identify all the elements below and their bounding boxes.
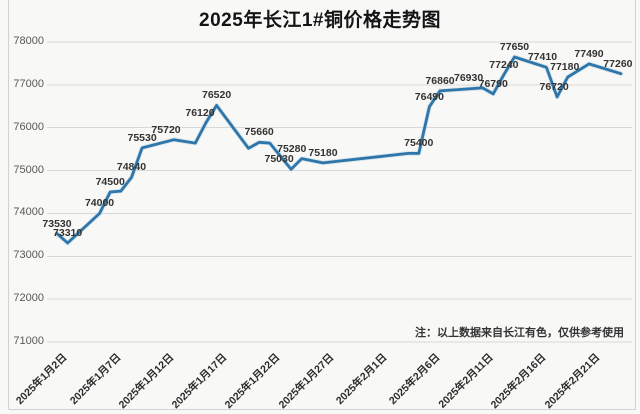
data-point-label: 77410 <box>527 51 558 64</box>
price-line <box>55 55 623 245</box>
data-point-label: 74840 <box>116 161 147 174</box>
y-axis-tick-label: 75000 <box>13 163 44 176</box>
data-point-label: 75280 <box>277 142 307 155</box>
data-point-label: 77180 <box>550 61 580 74</box>
y-axis-tick-label: 78000 <box>13 35 44 47</box>
data-point-label: 76120 <box>185 106 215 119</box>
data-point-label: 76860 <box>425 74 455 87</box>
data-point-label: 77650 <box>499 41 530 53</box>
data-point-label: 77490 <box>574 47 604 60</box>
data-point-label: 74000 <box>84 197 115 210</box>
data-point-label: 75720 <box>151 123 181 136</box>
data-point-label: 76930 <box>453 71 484 84</box>
data-point-label: 77240 <box>489 58 519 71</box>
data-point-label: 76790 <box>478 77 508 90</box>
data-point-label: 75530 <box>127 131 157 144</box>
data-point-label: 75180 <box>308 146 338 159</box>
y-axis-tick-label: 76000 <box>13 120 44 133</box>
data-point-label: 77260 <box>603 57 633 70</box>
data-point-label: 76490 <box>414 90 444 103</box>
data-point-label: 73530 <box>42 217 72 230</box>
data-point-label: 75400 <box>404 137 434 150</box>
data-point-label: 76720 <box>539 80 569 93</box>
y-axis-tick-label: 77000 <box>13 77 44 90</box>
data-point-label: 75660 <box>244 126 274 139</box>
data-point-label: 73310 <box>53 227 83 239</box>
frame-borders <box>8 0 636 410</box>
y-axis-tick-label: 71000 <box>13 335 44 347</box>
gridlines <box>47 41 632 343</box>
data-point-label: 75030 <box>264 153 294 166</box>
data-point-label: 74500 <box>95 176 125 188</box>
source-note: 注：以上数据来自长江有色，仅供参考使用 <box>415 327 624 339</box>
y-axis-tick-label: 73000 <box>13 249 44 262</box>
y-axis-tick-label: 72000 <box>13 292 44 305</box>
data-point-label: 76520 <box>201 89 232 102</box>
y-axis-tick-label: 74000 <box>13 206 44 219</box>
chart-title: 2025年长江1#铜价格走势图 <box>199 10 441 31</box>
